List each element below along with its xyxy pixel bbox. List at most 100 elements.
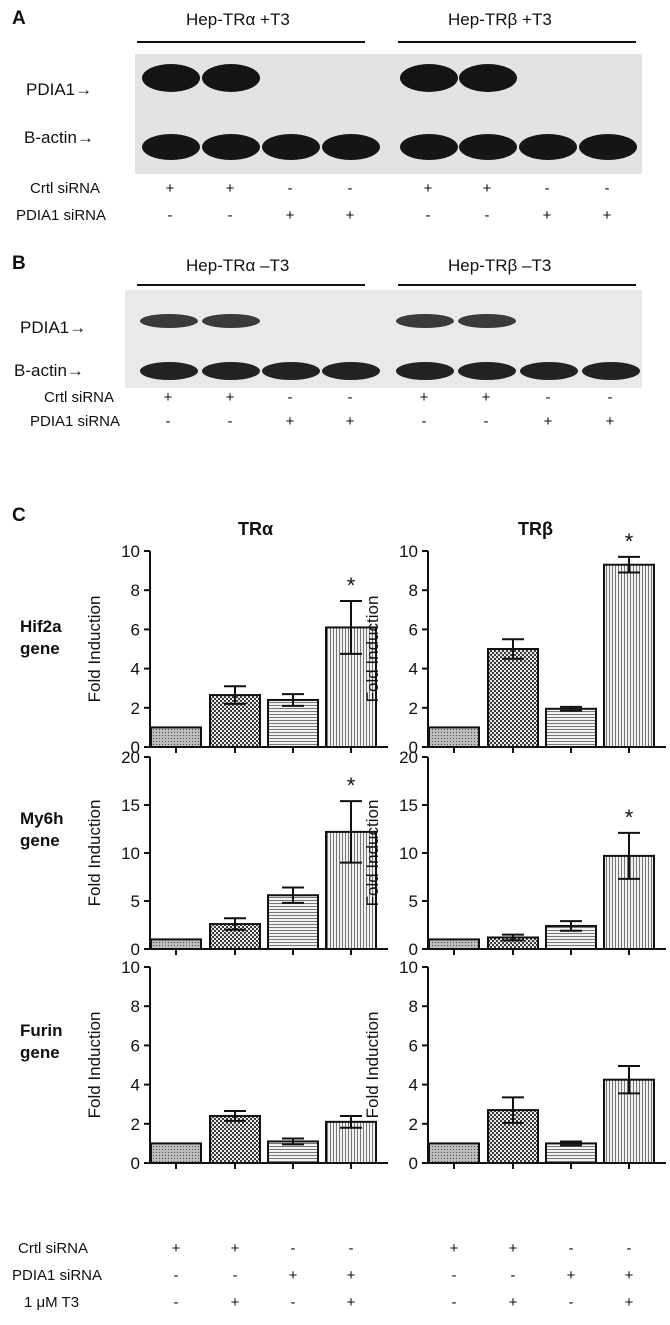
bar — [150, 1142, 202, 1165]
pdia1-sign: - — [425, 207, 431, 224]
y-tick-label: 0 — [409, 738, 418, 757]
actin-band — [396, 362, 454, 380]
bar — [428, 726, 480, 749]
pdia1-sign: + — [345, 207, 355, 224]
y-axis-title: Fold Induction — [85, 800, 104, 907]
significance-asterisk: * — [347, 573, 356, 598]
y-axis-title: Fold Induction — [363, 596, 382, 703]
pdia1-sign: + — [285, 207, 295, 224]
panel-a-blot — [135, 54, 642, 174]
y-tick-label: 0 — [131, 738, 140, 757]
actin-band — [202, 362, 260, 380]
crtl-sign: - — [347, 389, 353, 406]
gene-label-my6h-name: My6h — [20, 809, 64, 828]
y-axis-title: Fold Induction — [363, 1012, 382, 1119]
panel-a-letter: A — [12, 8, 26, 29]
pdia1-sign: - — [165, 413, 171, 430]
y-axis-title: Fold Induction — [85, 1012, 104, 1119]
gene-label-furin-name: Furin — [20, 1021, 63, 1040]
pdia1-band — [458, 314, 516, 328]
crtl-sign: - — [287, 180, 293, 197]
gene-label-my6h: My6h gene — [20, 808, 63, 852]
y-tick-label: 2 — [409, 1115, 418, 1134]
pdia1-band — [459, 64, 517, 92]
y-tick-label: 2 — [409, 699, 418, 718]
pdia1-sign: - — [421, 413, 427, 430]
pdia1-sign: + — [566, 1267, 576, 1284]
y-tick-label: 10 — [399, 542, 418, 561]
crtl-sign: - — [348, 1240, 354, 1257]
pdia1-sign: + — [624, 1267, 634, 1284]
actin-band — [400, 134, 458, 160]
panel-c-letter: C — [12, 505, 26, 526]
y-tick-label: 8 — [131, 581, 140, 600]
pdia1-sign: + — [346, 1267, 356, 1284]
panel-c-pdia1-sirna-label: PDIA1 siRNA — [12, 1267, 103, 1284]
y-tick-label: 0 — [131, 940, 140, 959]
y-tick-label: 8 — [131, 997, 140, 1016]
pdia1-sign: + — [542, 207, 552, 224]
crtl-sign: - — [607, 389, 613, 406]
crtl-sign: + — [449, 1240, 459, 1257]
y-tick-label: 4 — [131, 660, 140, 679]
pdia1-sign: - — [484, 207, 490, 224]
pdia1-band — [202, 64, 260, 92]
y-tick-label: 5 — [409, 892, 418, 911]
y-tick-label: 4 — [409, 1076, 418, 1095]
panel-a-crtl-label: Crtl siRNA — [30, 180, 100, 197]
actin-band — [579, 134, 637, 160]
pdia1-sign: + — [285, 413, 295, 430]
significance-asterisk: * — [347, 773, 356, 798]
gene-label-furin-gene: gene — [20, 1043, 60, 1062]
y-axis-title: Fold Induction — [85, 596, 104, 703]
pdia1-sign: + — [543, 413, 553, 430]
bar — [428, 1142, 480, 1165]
panel-b-group-right: Hep-TRβ –T3 — [448, 256, 552, 275]
pdia1-band — [202, 314, 260, 328]
y-tick-label: 10 — [399, 844, 418, 863]
crtl-sign: - — [544, 180, 550, 197]
pdia1-sign: + — [288, 1267, 298, 1284]
y-tick-label: 0 — [409, 1154, 418, 1173]
y-tick-label: 6 — [131, 1036, 140, 1055]
panel-a-group-right-line — [398, 41, 636, 43]
crtl-sign: + — [230, 1240, 240, 1257]
gene-label-hif2a: Hif2a gene — [20, 616, 62, 660]
bar — [267, 894, 319, 950]
y-tick-label: 10 — [399, 958, 418, 977]
bar — [545, 707, 597, 749]
actin-band — [202, 134, 260, 160]
crtl-sign: - — [290, 1240, 296, 1257]
panel-c-crtl-label: Crtl siRNA — [18, 1240, 88, 1257]
actin-band — [140, 362, 198, 380]
pdia1-sign: - — [227, 413, 233, 430]
panel-a-group-right: Hep-TRβ +T3 — [448, 10, 552, 29]
crtl-sign: + — [423, 180, 433, 197]
y-tick-label: 10 — [121, 958, 140, 977]
y-tick-label: 2 — [131, 699, 140, 718]
gene-label-my6h-gene: gene — [20, 831, 60, 850]
panel-b-group-left: Hep-TRα –T3 — [186, 256, 290, 275]
crtl-sign: - — [604, 180, 610, 197]
panel-b-pdia1-sirna-label: PDIA1 siRNA — [30, 413, 121, 430]
crtl-sign: - — [347, 180, 353, 197]
actin-band — [519, 134, 577, 160]
y-tick-label: 20 — [121, 748, 140, 767]
panel-b-actin-label: B-actin→ — [14, 361, 84, 380]
pdia1-sign: + — [602, 207, 612, 224]
t3-sign: - — [173, 1294, 179, 1311]
panel-b-group-left-line — [137, 284, 365, 286]
crtl-sign: - — [545, 389, 551, 406]
gene-label-hif2a-name: Hif2a — [20, 617, 62, 636]
bar — [150, 726, 202, 749]
y-tick-label: 2 — [131, 1115, 140, 1134]
pdia1-band — [396, 314, 454, 328]
pdia1-sign: - — [173, 1267, 179, 1284]
bar — [150, 938, 202, 951]
y-tick-label: 15 — [399, 796, 418, 815]
panel-b-pdia1-label: PDIA1→ — [20, 318, 87, 337]
y-tick-label: 10 — [121, 542, 140, 561]
pdia1-sign: - — [510, 1267, 516, 1284]
pdia1-sign: + — [605, 413, 615, 430]
t3-sign: - — [290, 1294, 296, 1311]
